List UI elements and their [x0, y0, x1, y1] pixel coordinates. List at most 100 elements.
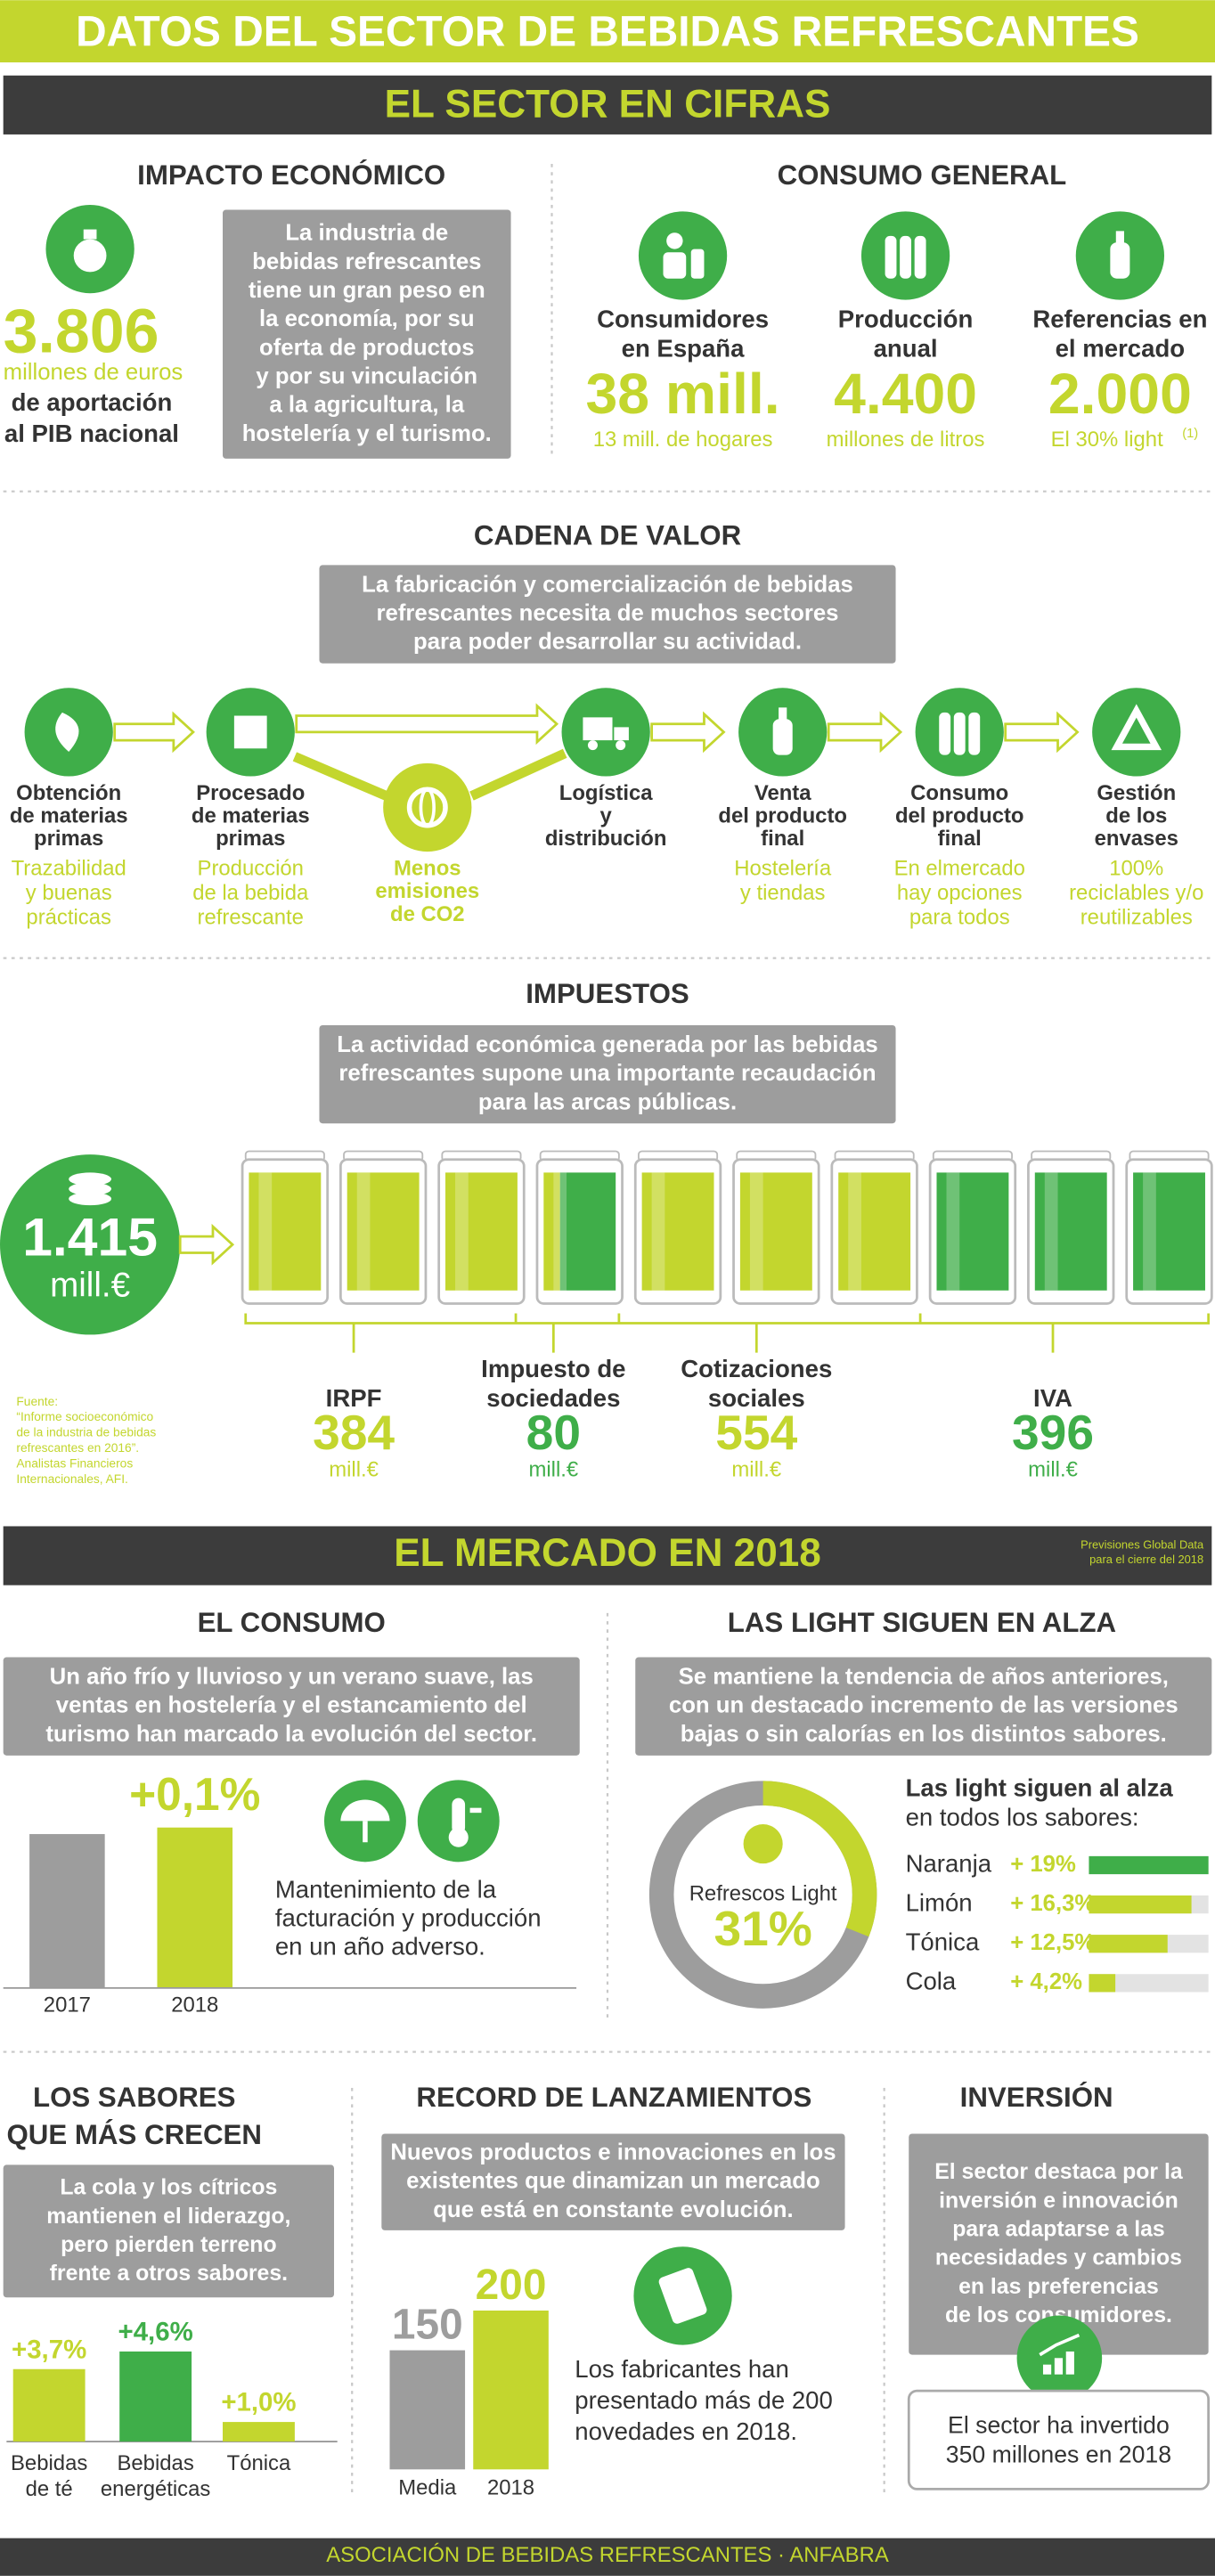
caption-line: facturación y producción	[275, 1904, 542, 1932]
flavor-name: Tónica	[906, 1928, 980, 1956]
icon	[73, 229, 107, 273]
box-text-line: tiene un gran peso en	[249, 278, 485, 303]
bar-track	[1089, 1974, 1209, 1993]
icon	[233, 715, 267, 749]
desc-line: al PIB nacional	[4, 420, 179, 447]
step-label-line: del producto	[718, 804, 847, 828]
can-fill	[249, 1172, 322, 1291]
icon-part	[663, 252, 687, 279]
can-shine	[848, 1172, 861, 1291]
block-title: IMPACTO ECONÓMICO	[137, 159, 445, 191]
icon	[55, 712, 79, 752]
big-number: 2.000	[1048, 362, 1192, 426]
box-text-line: bajas o sin calorías en los distintos sa…	[681, 1722, 1167, 1747]
step-note-line: y tiendas	[740, 881, 826, 905]
can-shine	[258, 1172, 273, 1291]
caption: Mantenimiento de la facturación y producc…	[275, 1876, 542, 1961]
category-label-line: energéticas	[101, 2478, 210, 2502]
tax-name-line: Cotizaciones	[681, 1355, 832, 1382]
icon-part	[1110, 242, 1130, 279]
footer-text: ASOCIACIÓN DE BEBIDAS REFRESCANTES · ANF…	[326, 2543, 889, 2567]
source: Fuente: “Informe socioeconómico de la indu…	[16, 1394, 156, 1485]
desc: de aportación al PIB nacional	[4, 389, 179, 448]
tax-name-line: IVA	[1033, 1384, 1072, 1412]
page-title: DATOS DEL SECTOR DE BEBIDAS REFRESCANTES	[76, 8, 1139, 55]
can-fill	[559, 1172, 616, 1291]
step-note: Producción de la bebida refrescante	[192, 857, 309, 930]
box-text-line: ventas en hostelería y el estancamiento …	[56, 1692, 527, 1717]
box-text: La fabricación y comercialización de beb…	[362, 572, 853, 654]
header-bar	[0, 0, 1215, 63]
tax-name: Cotizaciones sociales	[681, 1355, 832, 1412]
icon	[583, 717, 629, 751]
icon-part	[914, 235, 926, 279]
box-text-line: a la agricultura, la	[269, 392, 464, 417]
icon	[340, 1799, 390, 1843]
tax-value: 396	[1012, 1405, 1094, 1460]
box-text-line: pero pierden terreno	[61, 2232, 277, 2256]
block-title: CADENA DE VALOR	[474, 519, 741, 550]
section-note-line: para el cierre del 2018	[1089, 1553, 1203, 1566]
footer-bar	[0, 2538, 1215, 2576]
step-label-line: Consumo	[910, 781, 1008, 805]
box-text-line: la economía, por su	[259, 306, 475, 331]
block-title: RECORD DE LANZAMIENTOS	[416, 2082, 811, 2113]
donut-label: Refrescos Light	[689, 1881, 837, 1905]
flavor-name: Naranja	[906, 1849, 992, 1877]
can-shine	[455, 1172, 469, 1291]
icon-part	[83, 229, 97, 240]
box-text: La industria de bebidas refrescantes tiene…	[242, 220, 492, 445]
block-title: EL CONSUMO	[198, 1607, 386, 1638]
can-fill	[838, 1172, 911, 1291]
icon-part	[939, 712, 951, 755]
step-label-line: primas	[216, 827, 285, 852]
can-shine	[651, 1172, 665, 1291]
icon	[1111, 704, 1162, 751]
box-text-line: 350 millones en 2018	[946, 2441, 1171, 2468]
icon-part	[1039, 2333, 1080, 2357]
caption-line: presentado más de 200	[575, 2386, 833, 2414]
icon	[1110, 231, 1130, 279]
step-note-line: de la bebida	[192, 881, 309, 905]
step-note-line: Hostelería	[734, 857, 832, 881]
step-label-line: Gestión	[1097, 781, 1176, 805]
caption-line: novedades en 2018.	[575, 2417, 797, 2445]
icon-part	[666, 232, 683, 249]
category-label: Bebidas de té	[11, 2451, 87, 2501]
box-text-line: La actividad económica generada por las …	[337, 1032, 877, 1057]
step-label-line: y	[600, 804, 613, 828]
flavor-label: + 12,5%	[1010, 1930, 1095, 1955]
category-label: Media	[398, 2476, 457, 2500]
flavor-label: + 16,3%	[1010, 1891, 1095, 1916]
block-title: CONSUMO GENERAL	[778, 159, 1067, 191]
icon-part	[452, 1797, 466, 1835]
section-note-line: Previsiones Global Data	[1080, 1538, 1204, 1552]
icon-part	[772, 719, 793, 755]
text-box	[381, 2133, 845, 2230]
can-fill	[347, 1172, 420, 1291]
bar-label: 150	[392, 2301, 463, 2348]
box-text-line: que está en constante evolución.	[433, 2197, 793, 2222]
icon-part	[69, 1172, 112, 1186]
text-box	[909, 2133, 1209, 2355]
icon-part	[469, 1807, 482, 1814]
icon-part	[1115, 231, 1124, 245]
bracket	[244, 1313, 1211, 1325]
heading-line: en todos los sabores:	[906, 1804, 1139, 1831]
icon-part	[73, 239, 107, 273]
bar-label: +3,7%	[12, 2335, 86, 2364]
box-text-line: La industria de	[285, 220, 448, 245]
step-note-line: reciclables y/o	[1069, 881, 1203, 905]
icon-circle	[383, 762, 472, 852]
flavor-name: Limón	[906, 1888, 973, 1916]
block-title: LAS LIGHT SIGUEN EN ALZA	[728, 1607, 1116, 1638]
box-text-line: refrescantes necesita de muchos sectores	[377, 600, 839, 625]
category-label: 2018	[171, 1993, 218, 2017]
bar	[1089, 1895, 1192, 1914]
block-title: INVERSIÓN	[960, 2081, 1113, 2113]
note: millones de litros	[827, 428, 985, 452]
category-label-line: Tónica	[227, 2451, 291, 2475]
icon	[69, 1172, 112, 1206]
box-text-line: turismo han marcado la evolución del sec…	[45, 1722, 537, 1747]
